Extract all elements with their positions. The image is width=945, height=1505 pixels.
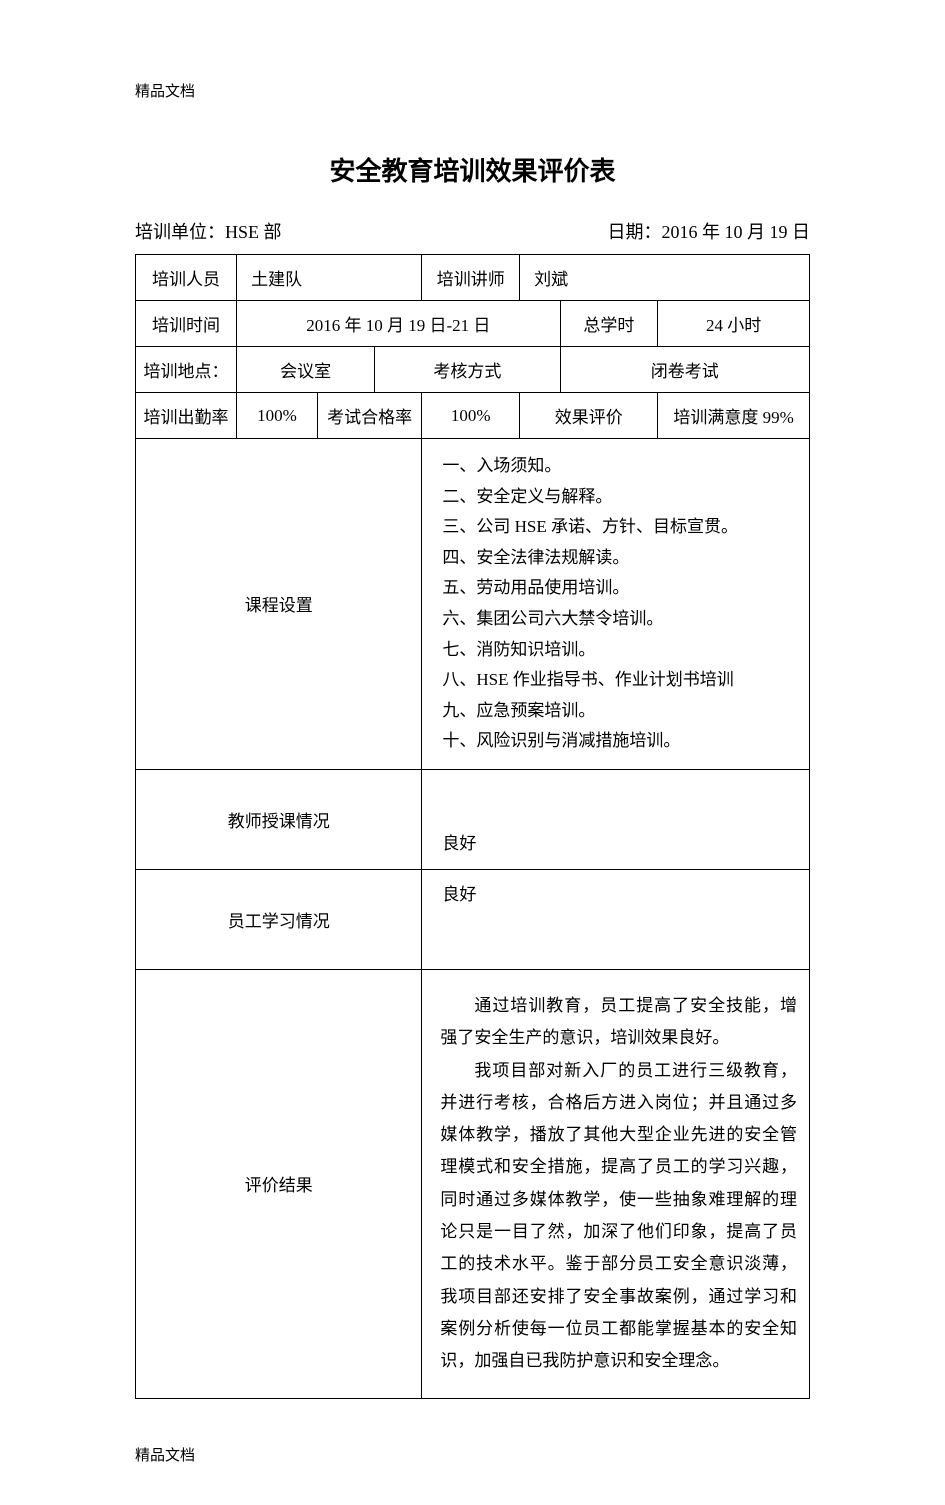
- attendance-value: 100%: [237, 393, 318, 439]
- curriculum-content: 一、入场须知。 二、安全定义与解释。 三、公司 HSE 承诺、方针、目标宣贯。 …: [422, 439, 810, 770]
- personnel-label: 培训人员: [136, 255, 237, 301]
- date-label: 日期：: [608, 222, 662, 242]
- method-label: 考核方式: [375, 347, 560, 393]
- table-row: 教师授课情况 良好: [136, 769, 810, 869]
- table-row: 培训人员 土建队 培训讲师 刘斌: [136, 255, 810, 301]
- student-value: 良好: [422, 869, 810, 969]
- result-label: 评价结果: [136, 969, 422, 1398]
- curriculum-item: 八、HSE 作业指导书、作业计划书培训: [442, 665, 799, 696]
- method-value: 闭卷考试: [560, 347, 809, 393]
- curriculum-item: 四、安全法律法规解读。: [442, 543, 799, 574]
- table-row: 培训地点： 会议室 考核方式 闭卷考试: [136, 347, 810, 393]
- efx-value: 培训满意度 99%: [658, 393, 810, 439]
- table-row: 评价结果 通过培训教育，员工提高了安全技能，增强了安全生产的意识，培训效果良好。…: [136, 969, 810, 1398]
- curriculum-item: 六、集团公司六大禁令培训。: [442, 604, 799, 635]
- hours-value: 24 小时: [658, 301, 810, 347]
- document-page: 精品文档 安全教育培训效果评价表 培训单位：HSE 部 日期：2016 年 10…: [0, 0, 945, 1505]
- meta-row: 培训单位：HSE 部 日期：2016 年 10 月 19 日: [135, 218, 810, 244]
- curriculum-label: 课程设置: [136, 439, 422, 770]
- table-row: 培训出勤率 100% 考试合格率 100% 效果评价 培训满意度 99%: [136, 393, 810, 439]
- table-row: 课程设置 一、入场须知。 二、安全定义与解释。 三、公司 HSE 承诺、方针、目…: [136, 439, 810, 770]
- unit-value: HSE 部: [225, 222, 282, 242]
- teacher-label: 教师授课情况: [136, 769, 422, 869]
- student-label: 员工学习情况: [136, 869, 422, 969]
- curriculum-item: 十、风险识别与消减措施培训。: [442, 726, 799, 757]
- date-value: 2016 年 10 月 19 日: [662, 222, 811, 242]
- curriculum-item: 九、应急预案培训。: [442, 696, 799, 727]
- time-value: 2016 年 10 月 19 日-21 日: [237, 301, 560, 347]
- training-unit: 培训单位：HSE 部: [135, 218, 282, 244]
- curriculum-item: 五、劳动用品使用培训。: [442, 573, 799, 604]
- table-row: 员工学习情况 良好: [136, 869, 810, 969]
- pass-label: 考试合格率: [317, 393, 421, 439]
- lecturer-value: 刘斌: [520, 255, 810, 301]
- curriculum-item: 二、安全定义与解释。: [442, 482, 799, 513]
- evaluation-table: 培训人员 土建队 培训讲师 刘斌 培训时间 2016 年 10 月 19 日-2…: [135, 254, 810, 1399]
- personnel-value: 土建队: [237, 255, 422, 301]
- result-paragraph: 我项目部对新入厂的员工进行三级教育，并进行考核，合格后方进入岗位；并且通过多媒体…: [440, 1055, 797, 1378]
- hours-label: 总学时: [560, 301, 658, 347]
- training-date: 日期：2016 年 10 月 19 日: [608, 218, 811, 244]
- attendance-label: 培训出勤率: [136, 393, 237, 439]
- document-title: 安全教育培训效果评价表: [135, 151, 810, 188]
- footer-watermark: 精品文档: [135, 1444, 810, 1465]
- teacher-value: 良好: [422, 769, 810, 869]
- lecturer-label: 培训讲师: [422, 255, 520, 301]
- place-value: 会议室: [237, 347, 375, 393]
- curriculum-item: 七、消防知识培训。: [442, 635, 799, 666]
- header-watermark: 精品文档: [135, 80, 810, 101]
- place-label: 培训地点：: [136, 347, 237, 393]
- result-content: 通过培训教育，员工提高了安全技能，增强了安全生产的意识，培训效果良好。 我项目部…: [422, 969, 810, 1398]
- curriculum-item: 一、入场须知。: [442, 451, 799, 482]
- curriculum-item: 三、公司 HSE 承诺、方针、目标宣贯。: [442, 512, 799, 543]
- result-paragraph: 通过培训教育，员工提高了安全技能，增强了安全生产的意识，培训效果良好。: [440, 990, 797, 1055]
- time-label: 培训时间: [136, 301, 237, 347]
- pass-value: 100%: [422, 393, 520, 439]
- efx-label: 效果评价: [520, 393, 658, 439]
- unit-label: 培训单位：: [135, 222, 225, 242]
- table-row: 培训时间 2016 年 10 月 19 日-21 日 总学时 24 小时: [136, 301, 810, 347]
